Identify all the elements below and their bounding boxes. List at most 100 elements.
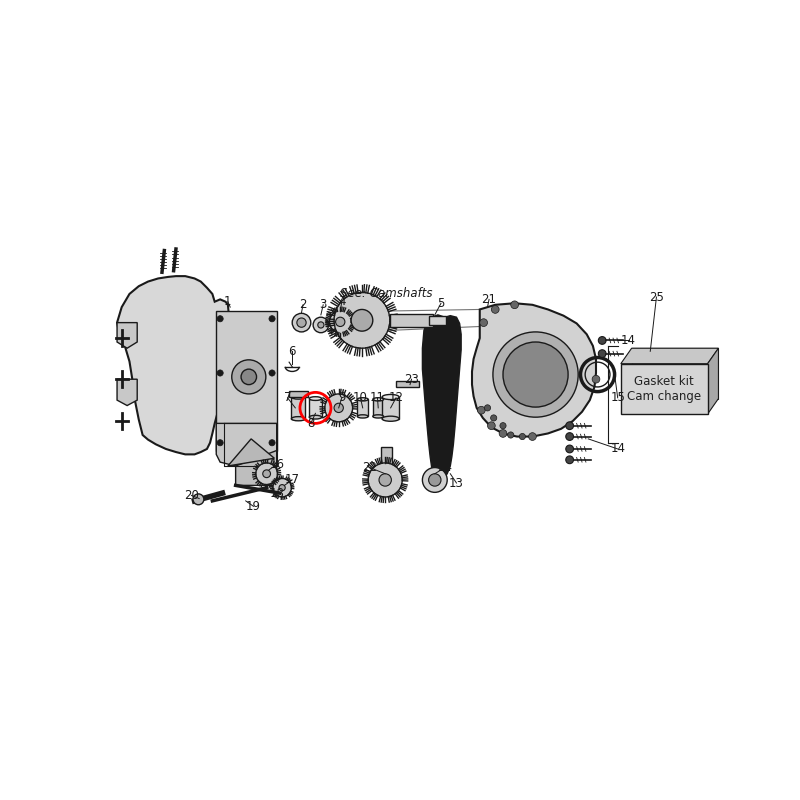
Text: 21: 21 (482, 293, 497, 306)
Circle shape (334, 293, 390, 348)
Polygon shape (422, 315, 461, 478)
Circle shape (493, 332, 578, 417)
Circle shape (491, 306, 499, 314)
Circle shape (499, 430, 507, 438)
Text: 15: 15 (610, 391, 625, 404)
Polygon shape (228, 439, 274, 466)
Text: 23: 23 (404, 373, 419, 386)
Circle shape (325, 394, 353, 422)
Polygon shape (236, 450, 277, 486)
Text: 6: 6 (289, 345, 296, 358)
Bar (621, 364, 708, 414)
Circle shape (217, 316, 223, 322)
Text: 18: 18 (270, 486, 284, 500)
Circle shape (429, 474, 441, 486)
Text: 17: 17 (285, 474, 300, 486)
Circle shape (490, 415, 497, 421)
Circle shape (273, 478, 291, 497)
Circle shape (217, 440, 223, 446)
Polygon shape (708, 348, 718, 414)
Circle shape (379, 474, 391, 486)
Polygon shape (621, 348, 718, 364)
Text: 5: 5 (438, 297, 445, 310)
Circle shape (566, 445, 574, 453)
Circle shape (351, 310, 373, 331)
Circle shape (241, 369, 257, 385)
Circle shape (330, 311, 351, 333)
Circle shape (193, 494, 204, 505)
Circle shape (566, 456, 574, 464)
Polygon shape (216, 423, 277, 466)
Bar (390, 314, 434, 326)
Polygon shape (117, 276, 229, 454)
Ellipse shape (291, 395, 306, 399)
Text: 14: 14 (610, 442, 626, 455)
Text: 11: 11 (370, 391, 385, 404)
Ellipse shape (373, 398, 384, 401)
Text: 14: 14 (621, 334, 636, 347)
Circle shape (478, 406, 485, 414)
Polygon shape (472, 303, 596, 437)
Circle shape (529, 433, 536, 441)
Circle shape (256, 463, 278, 485)
Bar (291, 397, 306, 418)
Circle shape (334, 403, 343, 413)
Bar (289, 391, 308, 397)
Circle shape (269, 316, 275, 322)
Circle shape (318, 322, 324, 328)
Text: 19: 19 (246, 500, 261, 513)
Bar (396, 381, 419, 387)
Polygon shape (117, 379, 138, 406)
Text: 12: 12 (389, 391, 403, 404)
Text: 13: 13 (449, 477, 464, 490)
Circle shape (269, 370, 275, 376)
Bar (382, 447, 392, 465)
Text: 10: 10 (353, 391, 368, 404)
Circle shape (297, 318, 306, 327)
Circle shape (279, 485, 286, 490)
Text: 8: 8 (307, 417, 314, 430)
Ellipse shape (382, 416, 399, 422)
Circle shape (480, 318, 487, 326)
Ellipse shape (310, 415, 322, 419)
Circle shape (217, 370, 223, 376)
Text: 4: 4 (338, 295, 346, 308)
Ellipse shape (358, 414, 368, 418)
Polygon shape (216, 311, 277, 450)
Circle shape (503, 342, 568, 407)
Circle shape (269, 440, 275, 446)
Ellipse shape (373, 414, 384, 418)
Circle shape (232, 360, 266, 394)
Circle shape (500, 422, 506, 429)
Text: 9: 9 (338, 391, 346, 404)
Circle shape (508, 432, 514, 438)
Circle shape (592, 375, 600, 383)
Text: 16: 16 (270, 458, 284, 471)
Circle shape (262, 470, 270, 478)
Text: See: Camshafts: See: Camshafts (341, 287, 433, 301)
Circle shape (598, 337, 606, 344)
Circle shape (487, 422, 495, 430)
Circle shape (598, 350, 606, 358)
Circle shape (485, 405, 490, 411)
Text: 7: 7 (284, 391, 291, 404)
Ellipse shape (358, 398, 368, 401)
Bar (358, 399, 368, 416)
Circle shape (336, 318, 345, 326)
Bar (310, 398, 322, 417)
Text: Gasket kit
Cam change: Gasket kit Cam change (627, 375, 702, 403)
Polygon shape (117, 322, 138, 348)
Ellipse shape (291, 417, 306, 421)
Text: 22: 22 (362, 461, 378, 474)
Text: 24: 24 (438, 461, 452, 474)
Bar (373, 399, 384, 416)
Ellipse shape (382, 394, 399, 399)
Bar (430, 316, 446, 325)
Circle shape (566, 422, 574, 430)
Text: 1: 1 (224, 295, 232, 308)
Circle shape (566, 433, 574, 441)
Text: 2: 2 (299, 298, 307, 311)
Text: 20: 20 (184, 489, 199, 502)
Ellipse shape (310, 397, 322, 401)
Circle shape (510, 301, 518, 309)
